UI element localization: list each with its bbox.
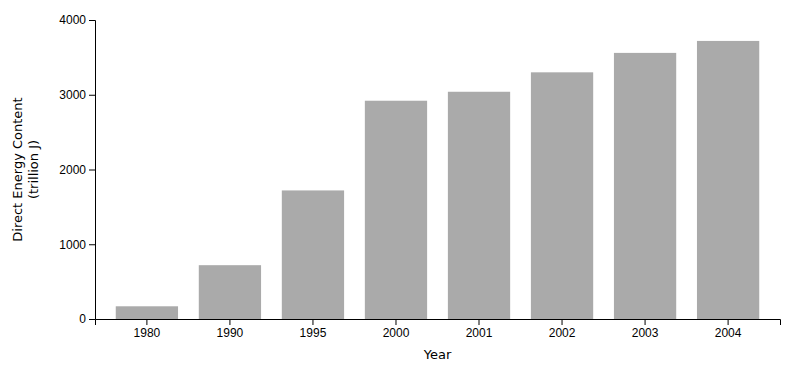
y-tick: 0	[79, 312, 95, 326]
bars	[116, 41, 759, 319]
x-tick: 1995	[300, 319, 327, 340]
x-tick-label: 2003	[632, 326, 659, 340]
y-axis: 0 1000 2000 3000 4000	[59, 13, 95, 326]
bar	[697, 41, 759, 319]
x-tick-label: 1980	[134, 326, 161, 340]
y-tick: 1000	[59, 238, 95, 252]
y-tick: 3000	[59, 88, 95, 102]
chart: 1980 1990 1995 2000 2001 2002 2003 2004 0 1000 200…	[0, 0, 800, 369]
y-tick-label: 1000	[59, 238, 86, 252]
x-tick-mark	[728, 319, 729, 325]
y-tick-label: 0	[79, 312, 86, 326]
y-tick-mark	[89, 244, 95, 245]
x-tick-mark	[479, 319, 480, 325]
x-tick: 1980	[134, 319, 161, 340]
y-tick: 2000	[59, 163, 95, 177]
y-axis-line	[89, 21, 96, 320]
y-tick-mark	[89, 170, 95, 171]
x-tick-mark	[146, 319, 147, 325]
x-tick-label: 1995	[300, 326, 327, 340]
y-tick-label: 2000	[59, 163, 86, 177]
x-tick: 2000	[383, 319, 410, 340]
y-axis-title-line: Direct Energy Content	[10, 97, 25, 241]
x-tick: 2004	[715, 319, 742, 340]
x-tick-label: 2004	[715, 326, 742, 340]
bar	[199, 265, 261, 319]
x-tick-mark	[312, 319, 313, 325]
x-tick: 2002	[549, 319, 576, 340]
y-tick-mark	[89, 319, 95, 320]
x-tick-mark	[562, 319, 563, 325]
plot: 1980 1990 1995 2000 2001 2002 2003 2004 0 1000 200…	[59, 13, 780, 339]
bar	[448, 92, 510, 319]
bar	[365, 101, 427, 319]
x-tick: 2001	[466, 319, 493, 340]
x-tick-label: 1990	[217, 326, 244, 340]
bar	[116, 306, 178, 319]
y-tick: 4000	[59, 13, 95, 27]
y-axis-title-line: (trillion J)	[26, 140, 41, 199]
y-tick-mark	[89, 20, 95, 21]
x-tick: 1990	[217, 319, 244, 340]
x-tick-label: 2000	[383, 326, 410, 340]
x-tick-label: 2002	[549, 326, 576, 340]
x-tick: 2003	[632, 319, 659, 340]
x-tick-mark	[229, 319, 230, 325]
y-tick-label: 4000	[59, 13, 86, 27]
bar	[614, 53, 676, 319]
bar	[282, 190, 344, 319]
y-tick-label: 3000	[59, 88, 86, 102]
x-axis-title: Year	[423, 347, 452, 362]
y-axis-title: Direct Energy Content(trillion J)	[10, 97, 41, 241]
x-tick-label: 2001	[466, 326, 493, 340]
y-tick-mark	[89, 95, 95, 96]
x-axis-line	[96, 320, 781, 326]
x-axis: 1980 1990 1995 2000 2001 2002 2003 2004	[96, 319, 781, 340]
x-tick-mark	[395, 319, 396, 325]
x-tick-mark	[645, 319, 646, 325]
bar	[531, 72, 593, 319]
